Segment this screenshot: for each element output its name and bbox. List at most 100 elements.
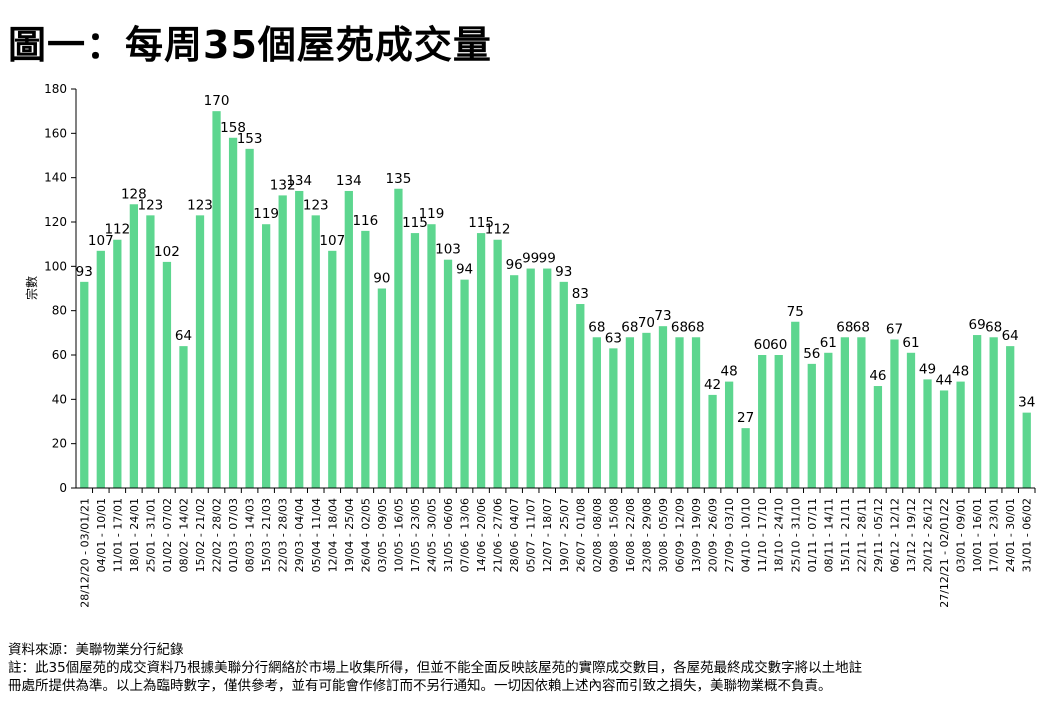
x-tick-label: 06/12 - 12/12 xyxy=(888,498,901,572)
x-tick-label: 22/02 - 28/02 xyxy=(211,498,224,572)
bar xyxy=(890,339,899,488)
bar xyxy=(675,337,684,488)
bar xyxy=(460,279,469,488)
x-tick-label: 24/05 - 30/05 xyxy=(425,498,438,572)
x-tick-label: 01/11 - 07/11 xyxy=(806,498,819,572)
bar xyxy=(708,394,717,488)
bar xyxy=(377,288,387,488)
y-tick-label: 80 xyxy=(52,304,67,318)
value-label: 46 xyxy=(869,368,886,384)
bar xyxy=(642,332,651,488)
value-label: 134 xyxy=(286,173,312,189)
x-tick-label: 26/04 - 02/05 xyxy=(359,498,372,572)
y-tick-label: 100 xyxy=(44,259,67,273)
value-label: 115 xyxy=(402,215,428,231)
value-label: 75 xyxy=(787,304,804,320)
x-tick-label: 16/08 - 22/08 xyxy=(624,498,637,572)
value-label: 153 xyxy=(237,131,263,147)
x-tick-label: 29/11 - 05/12 xyxy=(872,498,885,572)
value-label: 123 xyxy=(187,197,213,213)
value-label: 63 xyxy=(605,330,622,346)
bar xyxy=(146,215,155,488)
x-tick-label: 31/05 - 06/06 xyxy=(442,498,455,572)
bar xyxy=(195,215,205,488)
value-label: 68 xyxy=(687,319,704,335)
value-label: 83 xyxy=(572,286,589,302)
value-label: 61 xyxy=(902,335,919,351)
bar xyxy=(824,352,833,488)
x-tick-label: 25/10 - 31/10 xyxy=(789,498,802,572)
bars xyxy=(80,111,1031,489)
value-label: 49 xyxy=(919,361,936,377)
value-label: 99 xyxy=(522,251,539,267)
bar xyxy=(245,148,254,488)
bar xyxy=(113,239,122,488)
value-label: 68 xyxy=(853,319,870,335)
bar xyxy=(774,355,783,488)
x-tick-label: 19/04 - 25/04 xyxy=(343,498,356,572)
x-axis: 28/12/20 - 03/01/21 04/01 - 10/01 11/01 - … xyxy=(76,487,1036,608)
source-note: 資料來源：美聯物業分行紀錄 xyxy=(8,642,184,658)
bar xyxy=(691,337,701,488)
value-label: 64 xyxy=(175,328,192,344)
y-tick-label: 140 xyxy=(44,171,67,185)
x-tick-label: 12/04 - 18/04 xyxy=(326,498,339,572)
x-tick-label: 03/01 - 09/01 xyxy=(955,498,968,572)
bar xyxy=(576,304,585,488)
value-label: 73 xyxy=(654,308,671,324)
x-tick-label: 05/07 - 11/07 xyxy=(525,498,538,572)
x-tick-label: 01/02 - 07/02 xyxy=(161,498,174,572)
value-label: 99 xyxy=(539,251,556,267)
x-tick-label: 23/08 - 29/08 xyxy=(640,498,653,572)
x-tick-label: 30/08 - 05/09 xyxy=(657,498,670,572)
value-label: 61 xyxy=(820,335,837,351)
bar xyxy=(427,224,436,488)
bar xyxy=(758,355,767,488)
value-label: 69 xyxy=(969,317,986,333)
x-tick-label: 26/07 - 01/08 xyxy=(574,498,587,572)
y-tick-label: 20 xyxy=(52,437,67,451)
x-tick-label: 01/03 - 07/03 xyxy=(227,498,240,572)
x-tick-label: 15/02 - 21/02 xyxy=(194,498,207,572)
y-axis-label: 宗數 xyxy=(24,276,39,300)
value-label: 94 xyxy=(456,262,473,278)
x-tick-label: 18/01 - 24/01 xyxy=(128,498,141,572)
bar xyxy=(592,337,601,488)
y-tick-label: 60 xyxy=(52,348,67,362)
bar xyxy=(476,233,486,488)
value-label: 48 xyxy=(952,364,969,380)
bar xyxy=(228,137,238,488)
value-label: 112 xyxy=(104,222,130,238)
x-tick-label: 31/01 - 06/02 xyxy=(1021,498,1034,572)
bar xyxy=(840,337,849,488)
value-label: 115 xyxy=(468,215,494,231)
bar xyxy=(295,190,304,488)
value-label: 68 xyxy=(588,319,605,335)
x-tick-label: 04/10 - 10/10 xyxy=(740,498,753,572)
value-label: 103 xyxy=(435,242,461,258)
value-label: 116 xyxy=(352,213,378,229)
bar xyxy=(609,348,618,488)
value-label: 123 xyxy=(138,197,164,213)
y-tick-label: 40 xyxy=(52,392,67,406)
bar xyxy=(162,261,172,488)
bar xyxy=(129,204,139,488)
x-tick-label: 05/04 - 11/04 xyxy=(310,498,323,572)
value-labels: 9310711212812310264123170158153119132134… xyxy=(76,93,1036,426)
bar xyxy=(906,352,916,488)
x-tick-label: 11/01 - 17/01 xyxy=(111,498,124,572)
x-tick-label: 20/12 - 26/12 xyxy=(922,498,935,572)
value-label: 93 xyxy=(555,264,572,280)
x-tick-label: 08/02 - 14/02 xyxy=(177,498,190,572)
bar xyxy=(311,215,320,488)
x-tick-label: 20/09 - 26/09 xyxy=(707,498,720,572)
x-tick-label: 22/11 - 28/11 xyxy=(855,498,868,572)
y-axis: 0 20 40 60 80 100 120 140 160 180 xyxy=(44,82,77,495)
bar xyxy=(873,386,883,488)
x-tick-label: 10/01 - 16/01 xyxy=(971,498,984,572)
value-label: 64 xyxy=(1002,328,1019,344)
y-tick-label: 120 xyxy=(44,215,67,229)
disclaimer-line-1: 註：此35個屋苑的成交資料乃根據美聯分行網絡於市場上收集所得，但並不能全面反映該… xyxy=(8,660,863,676)
x-tick-label: 27/09 - 03/10 xyxy=(723,498,736,572)
x-tick-label: 09/08 - 15/08 xyxy=(607,498,620,572)
